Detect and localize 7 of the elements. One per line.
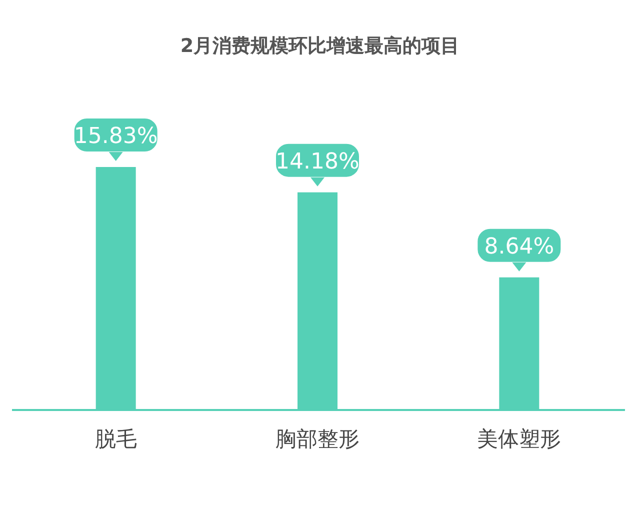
chart-title: 2月消费规模环比增速最高的项目 bbox=[180, 35, 460, 57]
x-tick-label: 脱毛 bbox=[94, 427, 137, 451]
data-label: 8.64% bbox=[484, 234, 554, 260]
x-tick-label: 胸部整形 bbox=[276, 427, 360, 451]
x-tick-label: 美体塑形 bbox=[477, 427, 562, 451]
data-label: 15.83% bbox=[74, 124, 158, 149]
data-label: 14.18% bbox=[276, 149, 360, 174]
